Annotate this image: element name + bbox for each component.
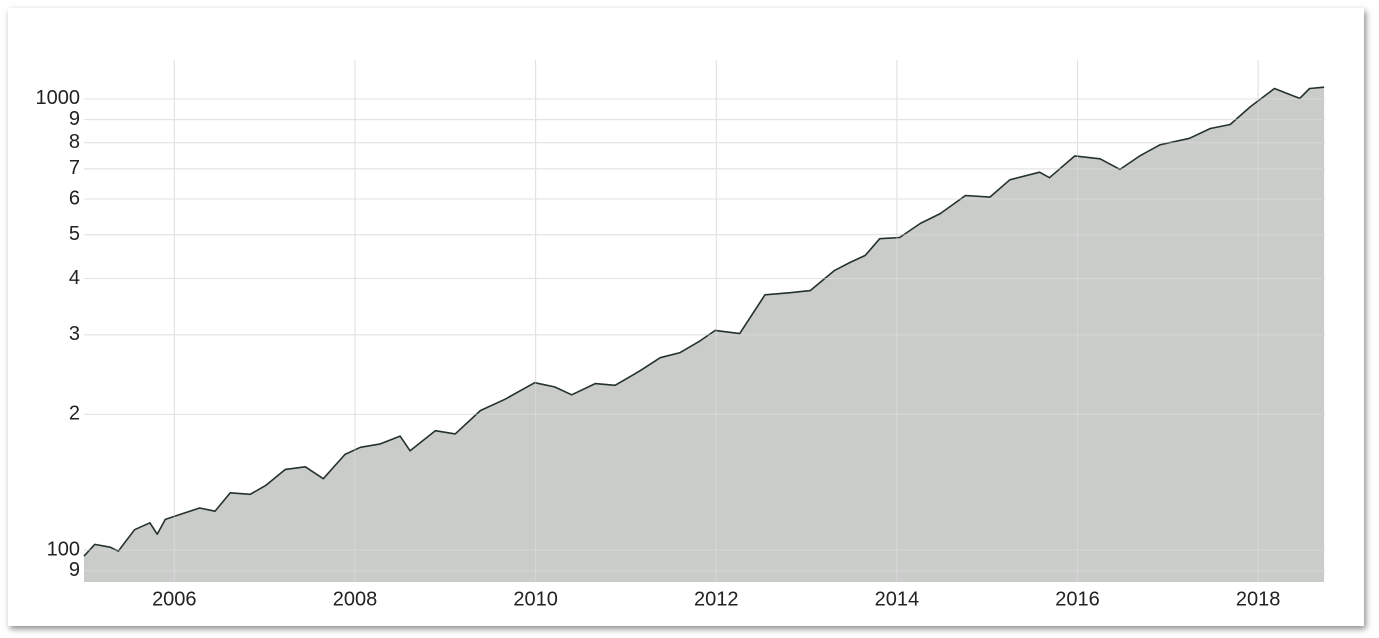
x-tick-label: 2008	[333, 588, 378, 610]
y-tick-label: 4	[69, 267, 80, 289]
y-tick-label: 1000	[36, 87, 81, 109]
y-tick-label: 2	[69, 403, 80, 425]
y-tick-label: 8	[69, 131, 80, 153]
x-tick-label: 2016	[1055, 588, 1100, 610]
area	[84, 87, 1325, 582]
y-tick-label: 5	[69, 223, 80, 245]
y-tick-label: 6	[69, 187, 80, 209]
y-tick-label: 9	[69, 559, 80, 581]
x-tick-label: 2018	[1236, 588, 1281, 610]
y-tick-label: 7	[69, 157, 80, 179]
x-tick-label: 2014	[875, 588, 920, 610]
y-tick-label: 9	[69, 108, 80, 130]
x-tick-label: 2010	[513, 588, 558, 610]
x-tick-label: 2006	[152, 588, 197, 610]
y-tick-label: 3	[69, 323, 80, 345]
line	[83, 86, 1325, 557]
y-tick-label: 100	[47, 538, 80, 560]
x-tick-label: 2012	[694, 588, 739, 610]
